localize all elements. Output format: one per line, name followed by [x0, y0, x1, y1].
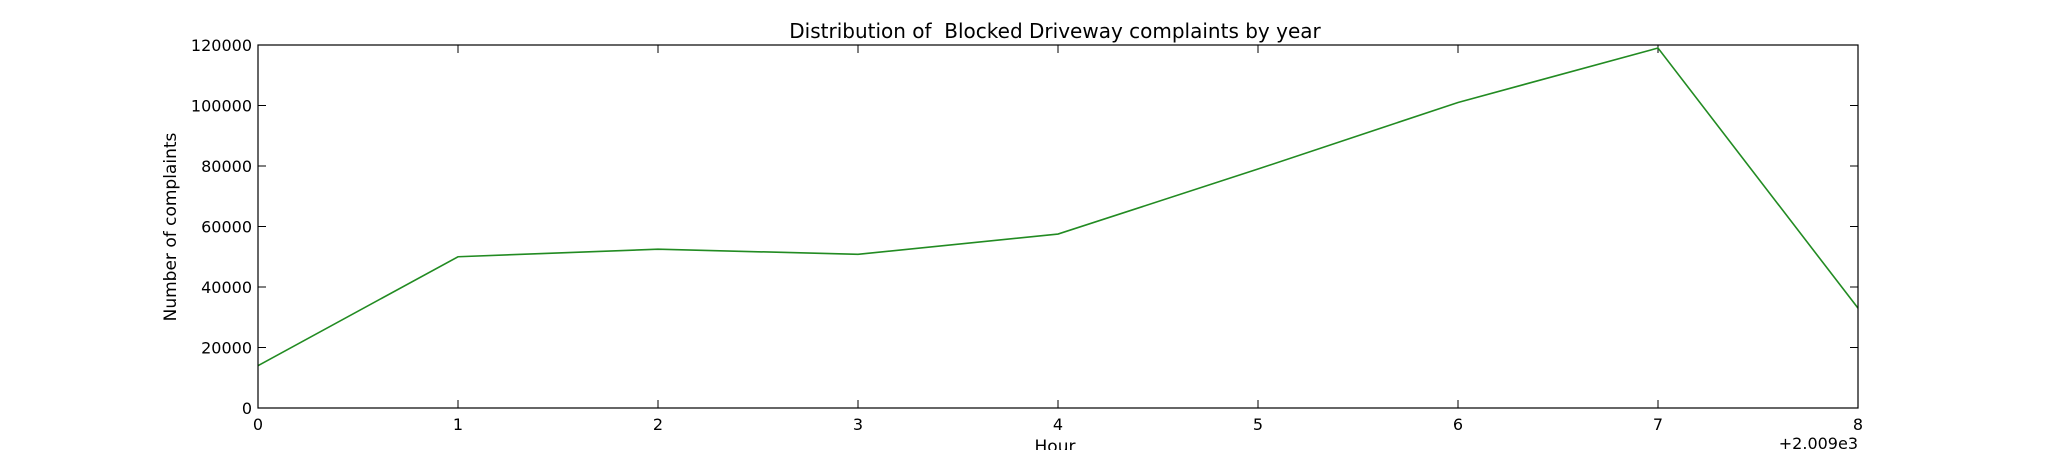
series-line-0 — [257, 47, 1859, 367]
y-tick-label: 0 — [242, 399, 252, 418]
y-tick-label: 40000 — [201, 278, 252, 297]
y-tick-label: 60000 — [201, 218, 252, 237]
series-layer — [257, 47, 1859, 367]
x-tick-label: 7 — [1653, 415, 1663, 434]
y-tick-label: 80000 — [201, 157, 252, 176]
x-axis-label: Hour — [1035, 437, 1076, 450]
x-tick-label: 1 — [453, 415, 463, 434]
plot-frame — [257, 44, 1859, 409]
x-tick-label: 2 — [653, 415, 663, 434]
chart-title: Distribution of Blocked Driveway complai… — [789, 19, 1321, 43]
x-tick-label: 4 — [1053, 415, 1063, 434]
x-tick-label: 8 — [1853, 415, 1863, 434]
x-tick-label: 5 — [1253, 415, 1263, 434]
x-tick-label: 0 — [253, 415, 263, 434]
y-tick-label: 20000 — [201, 339, 252, 358]
y-axis-label: Number of complaints — [161, 132, 181, 321]
x-tick-label: 3 — [853, 415, 863, 434]
axis-ticks — [257, 44, 1859, 409]
y-tick-label: 100000 — [191, 97, 252, 116]
x-axis-offset-label: +2.009e3 — [1779, 434, 1858, 450]
x-tick-label: 6 — [1453, 415, 1463, 434]
axis-tick-labels: 0 1 2 3 4 5 6 7 8 0 20000 40000 60000 80000 100000 1200… — [191, 36, 1863, 434]
y-tick-label: 120000 — [191, 36, 252, 55]
